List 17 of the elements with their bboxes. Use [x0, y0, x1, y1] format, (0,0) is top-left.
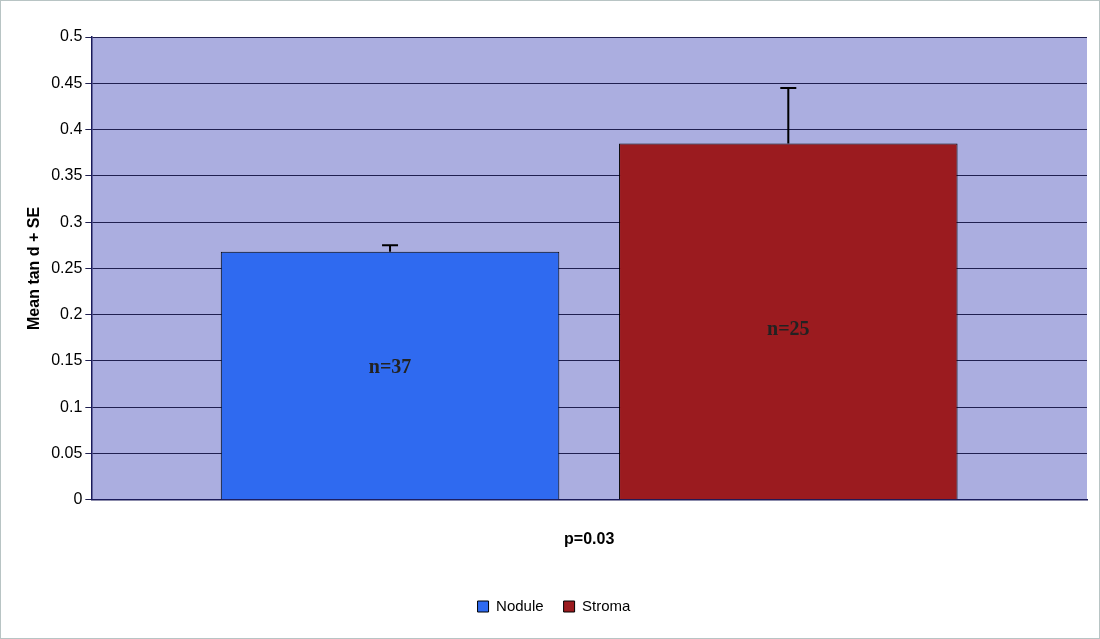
y-tick-label: 0	[73, 490, 83, 508]
y-tick-label: 0.25	[51, 258, 83, 276]
y-tick-label: 0.05	[51, 443, 83, 461]
y-tick-label: 0.2	[60, 305, 83, 323]
y-axis-title: Mean tan d + SE	[25, 206, 43, 330]
legend-label: Stroma	[582, 596, 632, 614]
y-tick-label: 0.5	[60, 27, 83, 45]
y-tick-label: 0.3	[60, 212, 83, 230]
y-tick-label: 0.15	[51, 351, 83, 369]
annotation: n=25	[767, 316, 810, 339]
legend-label: Nodule	[496, 596, 544, 614]
x-tick-label: p=0.03	[564, 529, 615, 547]
y-tick-label: 0.45	[51, 73, 83, 91]
annotation: n=37	[368, 354, 412, 377]
y-tick-label: 0.35	[51, 166, 83, 184]
y-tick-label: 0.4	[60, 119, 83, 137]
y-tick-label: 0.1	[60, 397, 83, 415]
